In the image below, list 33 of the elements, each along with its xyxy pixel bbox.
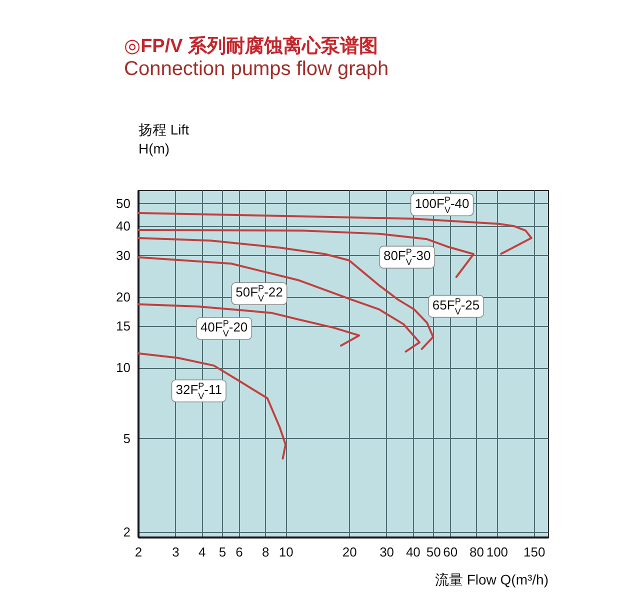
y-tick-label: 40 <box>116 218 130 234</box>
y-axis-title: 扬程 Lift H(m) <box>138 122 190 156</box>
x-tick-label: 60 <box>443 544 458 560</box>
x-tick-label: 100 <box>486 544 508 560</box>
x-tick-label: 20 <box>342 544 357 560</box>
y-tick-label: 2 <box>123 524 130 540</box>
x-tick-label: 4 <box>198 544 206 560</box>
x-tick-label: 8 <box>262 544 270 560</box>
x-tick-label: 40 <box>406 544 420 560</box>
x-tick-label: 30 <box>380 544 394 560</box>
series-label: 65F$^{P}$$_{V}$-25 <box>432 296 480 316</box>
y-tick-label: 20 <box>116 289 130 304</box>
series-label: 40F$^{P}$$_{V}$-20 <box>200 318 248 338</box>
series-label: 50F$^{P}$$_{V}$-22 <box>236 284 283 304</box>
x-tick-label: 6 <box>236 544 243 560</box>
y-tick-label: 30 <box>116 248 130 263</box>
x-tick-label: 10 <box>278 544 294 560</box>
x-tick-label: 150 <box>524 544 546 560</box>
y-tick-label: 15 <box>116 318 130 334</box>
x-tick-label: 5 <box>218 544 226 560</box>
x-axis-title: 流量 Flow Q(m³/h) <box>434 572 548 588</box>
y-tick-label: 5 <box>123 430 130 446</box>
y-tick-label: 50 <box>116 196 130 211</box>
series-label: 80F$^{P}$$_{V}$-30 <box>383 247 431 268</box>
series-label: 100F$^{P}$$_{V}$-40 <box>414 194 470 215</box>
series-label: 32F$^{P}$$_{V}$-11 <box>176 380 222 401</box>
x-tick-label: 2 <box>134 544 142 560</box>
x-tick-label: 80 <box>469 544 484 560</box>
x-tick-label: 50 <box>426 544 441 560</box>
chart-title: ◎FP/V 系列耐腐蚀离心泵谱图 <box>124 35 378 57</box>
chart-subtitle: Connection pumps flow graph <box>124 58 389 80</box>
x-tick-label: 3 <box>172 544 180 560</box>
y-tick-label: 10 <box>116 360 130 376</box>
